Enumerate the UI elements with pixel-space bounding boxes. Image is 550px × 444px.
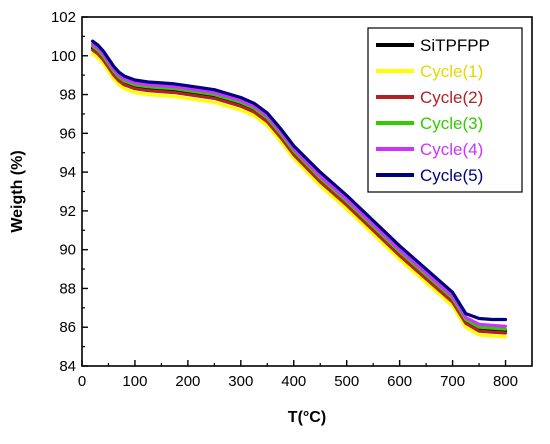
x-axis-ticks: 0 100 200 300 400 500 600 700 800 — [78, 360, 518, 390]
legend-label: Cycle(3) — [420, 114, 483, 133]
x-tick-label: 500 — [334, 373, 359, 390]
x-tick-label: 400 — [281, 373, 306, 390]
y-tick-label: 90 — [59, 242, 76, 259]
y-tick-label: 84 — [59, 358, 76, 375]
y-tick-label: 86 — [59, 319, 76, 336]
series-line-2 — [90, 48, 508, 335]
series-layer — [90, 39, 508, 339]
y-tick-label: 94 — [59, 164, 76, 181]
legend-box — [367, 27, 523, 193]
x-axis-label: T(°C) — [288, 409, 326, 426]
x-tick-label: 600 — [387, 373, 412, 390]
y-tick-label: 96 — [59, 125, 76, 142]
y-tick-label: 88 — [59, 280, 76, 297]
y-tick-label: 100 — [51, 48, 76, 65]
legend-label: SiTPFPP — [420, 36, 490, 55]
legend: SiTPFPP Cycle(1) Cycle(2) Cycle(3) Cycle(4) C… — [367, 27, 523, 193]
x-tick-label: 0 — [78, 373, 86, 390]
y-tick-label: 92 — [59, 203, 76, 220]
y-axis-ticks: 84 86 88 90 92 94 96 98 100 102 — [51, 9, 88, 375]
x-tick-label: 300 — [228, 373, 253, 390]
legend-label: Cycle(5) — [420, 166, 483, 185]
series-line-5 — [90, 39, 508, 322]
series-line-1 — [90, 52, 508, 339]
y-tick-label: 102 — [51, 9, 76, 26]
legend-label: Cycle(1) — [420, 62, 483, 81]
x-tick-label: 700 — [440, 373, 465, 390]
legend-label: Cycle(2) — [420, 88, 483, 107]
series-line-4 — [90, 42, 508, 328]
x-tick-label: 100 — [122, 373, 147, 390]
y-axis-label: Weigth (%) — [9, 150, 26, 232]
y-tick-label: 98 — [59, 87, 76, 104]
x-tick-label: 200 — [175, 373, 200, 390]
legend-label: Cycle(4) — [420, 140, 483, 159]
x-tick-label: 800 — [493, 373, 518, 390]
